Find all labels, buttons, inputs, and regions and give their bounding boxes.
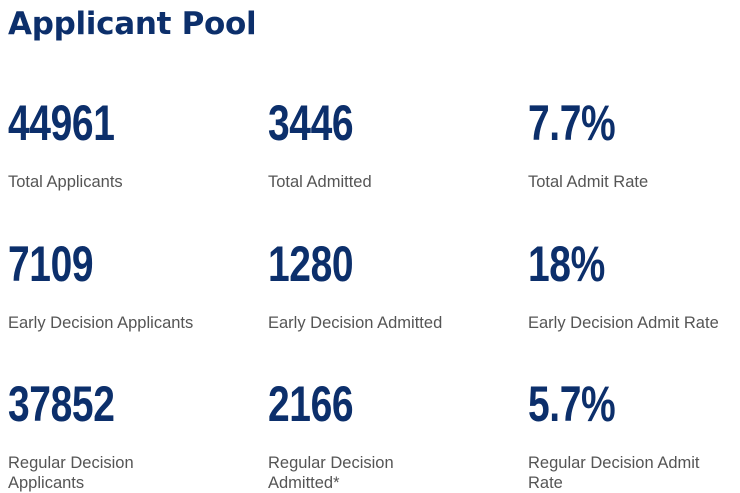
stat-label: Total Applicants [8,173,123,191]
stat-value: 7109 [8,236,94,292]
stat-early-decision-applicants: 7109 Early Decision Applicants [8,239,223,333]
stat-label: Early Decision Admit Rate [528,314,719,332]
stat-label: Early Decision Applicants [8,314,194,332]
stat-early-decision-admitted: 1280 Early Decision Admitted [268,239,483,333]
stat-label: Early Decision Admitted [268,314,443,332]
page-title: Applicant Pool [8,6,257,42]
stat-total-admit-rate: 7.7% Total Admit Rate [528,98,738,192]
stat-label: Regular Decision Admit Rate [528,454,700,492]
stat-regular-decision-applicants: 37852 Regular Decision Applicants [8,379,223,493]
stat-label: Total Admitted [268,173,372,191]
stat-total-admitted: 3446 Total Admitted [268,98,483,192]
stat-value: 1280 [268,236,354,292]
stat-value: 37852 [8,376,115,432]
stat-value: 18% [528,236,605,292]
stat-regular-decision-admit-rate: 5.7% Regular Decision Admit Rate [528,379,738,493]
stat-value: 2166 [268,376,354,432]
stat-label: Total Admit Rate [528,173,649,191]
stat-label: Regular Decision Applicants [8,454,134,492]
stat-early-decision-admit-rate: 18% Early Decision Admit Rate [528,239,738,333]
stat-total-applicants: 44961 Total Applicants [8,98,223,192]
stat-value: 44961 [8,95,115,151]
stat-regular-decision-admitted: 2166 Regular Decision Admitted* [268,379,483,493]
stat-value: 3446 [268,95,354,151]
stat-label: Regular Decision Admitted* [268,454,394,492]
stat-value: 5.7% [528,376,616,432]
stat-value: 7.7% [528,95,616,151]
